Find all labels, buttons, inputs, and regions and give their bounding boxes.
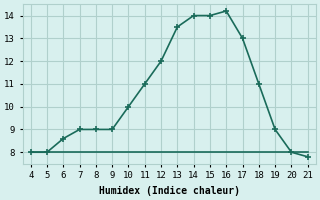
X-axis label: Humidex (Indice chaleur): Humidex (Indice chaleur) <box>99 186 240 196</box>
